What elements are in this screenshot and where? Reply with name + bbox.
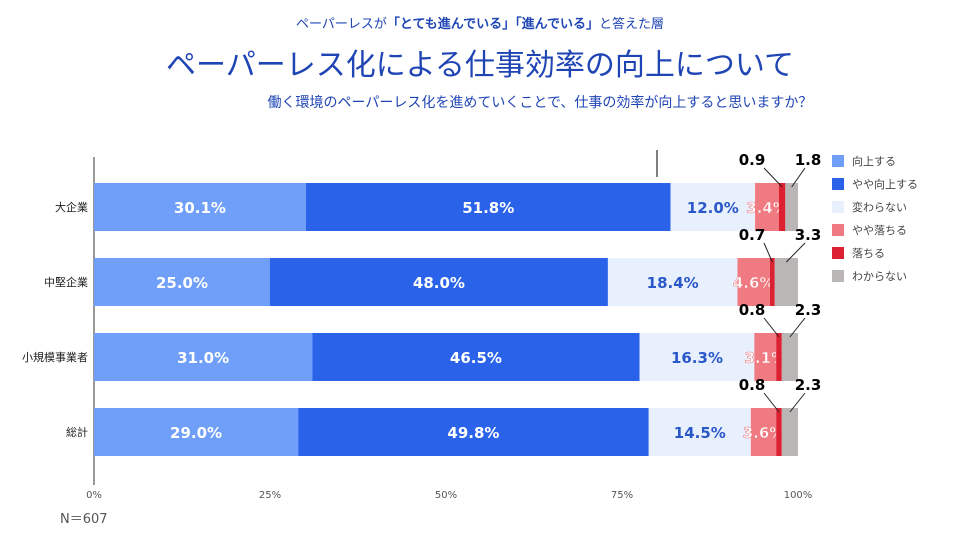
data-label: 0.7: [739, 226, 766, 244]
leader-line: [786, 242, 806, 263]
legend-label: 変わらない: [852, 200, 907, 214]
data-label: 1.8: [795, 151, 822, 169]
x-tick-label: 75%: [611, 490, 633, 501]
bar-segment: [781, 333, 798, 381]
data-label: 49.8%: [447, 424, 499, 442]
bar-segment: [298, 408, 649, 456]
bar-segment: [774, 258, 798, 306]
legend-label: やや落ちる: [852, 224, 907, 237]
data-label: 0.9: [739, 151, 766, 169]
bar-segment: [305, 183, 671, 231]
bar-segment: [270, 258, 608, 306]
data-label: 16.3%: [671, 349, 723, 367]
bar-segment: [737, 258, 770, 306]
data-label: 0.8: [739, 376, 766, 394]
legend-label: 向上する: [852, 154, 896, 168]
bar-segment: [648, 408, 751, 456]
leader-line: [789, 317, 806, 338]
data-label: 29.0%: [170, 424, 222, 442]
supertitle-pre: ペーパーレスが: [295, 17, 387, 32]
supertitle-bold: 「とても進んでいる」「進んでいる」: [386, 17, 600, 32]
bar-segment: [781, 408, 798, 456]
data-label: 4.6%: [733, 274, 775, 292]
bar-segment: [94, 258, 270, 306]
legend-label: やや向上する: [852, 177, 918, 191]
bar-segment: [776, 408, 782, 456]
x-tick-label: 25%: [259, 490, 281, 501]
data-label: 3.6%: [743, 424, 785, 442]
legend-swatch: [832, 247, 844, 259]
data-label: 3.1%: [744, 349, 786, 367]
data-label: 3.3: [795, 226, 822, 244]
leader-line: [763, 317, 780, 338]
x-tick-label: 100%: [784, 490, 813, 501]
chart-subtitle: 働く環境のペーパーレス化を進めていくことで、仕事の効率が向上すると思いますか？: [267, 95, 813, 111]
category-label: 大企業: [55, 200, 88, 214]
chart-supertitle: ペーパーレスが「とても進んでいる」「進んでいる」と答えた層: [0, 13, 960, 32]
legend-swatch: [832, 178, 844, 190]
data-label: 31.0%: [177, 349, 229, 367]
legend-label: わからない: [852, 270, 907, 283]
bar-segment: [670, 183, 756, 231]
leader-line: [763, 242, 773, 263]
legend-swatch: [832, 224, 844, 236]
data-label: 3.4%: [746, 199, 788, 217]
leader-line: [789, 392, 806, 413]
data-label: 18.4%: [647, 274, 699, 292]
leader-line: [763, 167, 783, 188]
chart-title: ペーパーレス化による仕事効率の向上について: [166, 48, 794, 83]
leader-line: [791, 167, 806, 188]
data-label: 12.0%: [687, 199, 739, 217]
bar-segment: [769, 258, 775, 306]
bar-segment: [750, 408, 777, 456]
bar-segment: [776, 333, 782, 381]
sample-size-note: N＝607: [60, 512, 108, 527]
data-label: 25.0%: [156, 274, 208, 292]
data-label: 14.5%: [674, 424, 726, 442]
bar-segment: [778, 183, 786, 231]
bar-segment: [607, 258, 738, 306]
legend-swatch: [832, 270, 844, 282]
leader-line: [763, 392, 780, 413]
bar-segment: [785, 183, 798, 231]
x-tick-label: 50%: [435, 490, 457, 501]
data-label: 0.8: [739, 301, 766, 319]
data-label: 51.8%: [462, 199, 514, 217]
bar-segment: [94, 183, 306, 231]
bar-segment: [639, 333, 755, 381]
bar-segment: [312, 333, 640, 381]
data-label: 2.3: [795, 376, 822, 394]
bar-segment: [754, 333, 777, 381]
legend-swatch: [832, 155, 844, 167]
category-label: 総計: [66, 425, 88, 439]
supertitle-post: と答えた層: [599, 17, 665, 32]
data-label: 2.3: [795, 301, 822, 319]
category-label: 中堅企業: [44, 275, 88, 289]
bar-segment: [755, 183, 779, 231]
bar-segment: [94, 408, 299, 456]
data-label: 48.0%: [413, 274, 465, 292]
category-label: 小規模事業者: [22, 350, 88, 364]
legend-label: 落ちる: [852, 247, 885, 260]
x-tick-label: 0%: [86, 490, 102, 501]
legend-swatch: [832, 201, 844, 213]
data-label: 46.5%: [450, 349, 502, 367]
bar-segment: [94, 333, 313, 381]
data-label: 30.1%: [174, 199, 226, 217]
